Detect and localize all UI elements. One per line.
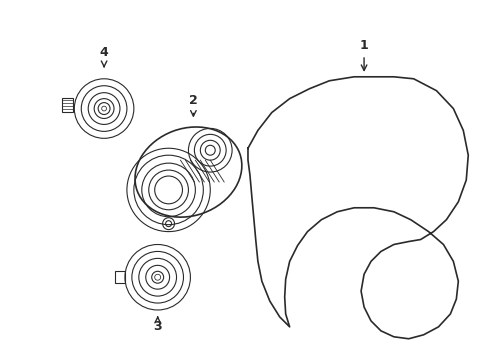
- Text: 2: 2: [189, 94, 197, 107]
- Text: 3: 3: [153, 320, 162, 333]
- Text: 4: 4: [100, 46, 108, 59]
- Text: 1: 1: [359, 39, 367, 51]
